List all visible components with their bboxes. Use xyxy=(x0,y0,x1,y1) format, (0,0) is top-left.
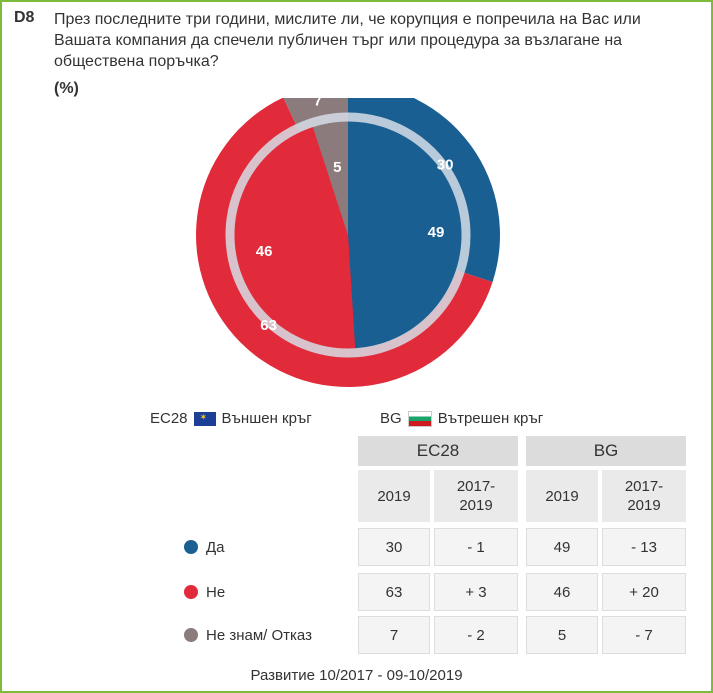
row-label-text: Не знам/ Отказ xyxy=(206,626,312,644)
bulgaria-flag-icon xyxy=(407,410,432,427)
row-label-text: Да xyxy=(206,538,225,556)
trend-footer: Развитие 10/2017 - 09-10/2019 xyxy=(250,667,463,684)
table-cell: - 1 xyxy=(434,528,518,566)
legend-item-eu: EC28 Външен кръг xyxy=(150,410,312,427)
question-text: През последните три години, мислите ли, … xyxy=(54,11,641,70)
yes-dot-icon xyxy=(184,540,198,554)
legend-bg-code: BG xyxy=(380,410,402,427)
question-id: D8 xyxy=(14,9,35,26)
nested-pie-chart: 30 63 7 49 46 5 xyxy=(196,98,500,387)
group-header-bg: BG xyxy=(526,436,686,466)
subheader-bg-change: 2017- 2019 xyxy=(602,470,686,522)
table-cell: 46 xyxy=(526,573,598,611)
eu-flag-icon xyxy=(193,411,216,426)
inner-slice-0 xyxy=(348,121,463,349)
inner-label-1: 46 xyxy=(256,243,273,260)
table-cell: 49 xyxy=(526,528,598,566)
row-label-dontknow: Не знам/ Отказ xyxy=(184,616,312,654)
subheader-eu-change: 2017- 2019 xyxy=(434,470,518,522)
table-cell: 5 xyxy=(526,616,598,654)
outer-label-1: 63 xyxy=(260,317,277,334)
outer-label-0: 30 xyxy=(437,156,454,173)
inner-label-2: 5 xyxy=(333,159,341,176)
table-cell: - 13 xyxy=(602,528,686,566)
legend-bg-text: Вътрешен кръг xyxy=(437,410,544,427)
table-cell: + 20 xyxy=(602,573,686,611)
table-cell: 7 xyxy=(358,616,430,654)
dontknow-dot-icon xyxy=(184,628,198,642)
table-cell: - 2 xyxy=(434,616,518,654)
group-header-eu: EC28 xyxy=(358,436,518,466)
row-label-text: Не xyxy=(206,583,226,601)
subheader-bg-2019: 2019 xyxy=(526,470,598,522)
table-cell: + 3 xyxy=(434,573,518,611)
inner-slice-1 xyxy=(233,126,356,349)
row-label-yes: Да xyxy=(184,528,225,566)
table-cell: 30 xyxy=(358,528,430,566)
subheader-eu-2019: 2019 xyxy=(358,470,430,522)
inner-label-0: 49 xyxy=(428,224,445,241)
ring-separator xyxy=(225,112,471,358)
legend-eu-text: Външен кръг xyxy=(221,410,312,427)
row-label-no: Не xyxy=(184,573,225,611)
table-cell: - 7 xyxy=(602,616,686,654)
legend-item-bg: BG Вътрешен кръг xyxy=(380,410,543,427)
outer-label-2: 7 xyxy=(314,98,322,109)
chart-legend: EC28 Външен кръг BG Вътрешен кръг xyxy=(150,410,610,434)
inner-slice-2 xyxy=(312,121,348,235)
legend-eu-code: EC28 xyxy=(150,410,188,427)
no-dot-icon xyxy=(184,585,198,599)
unit-label: (%) xyxy=(54,80,79,97)
table-cell: 63 xyxy=(358,573,430,611)
